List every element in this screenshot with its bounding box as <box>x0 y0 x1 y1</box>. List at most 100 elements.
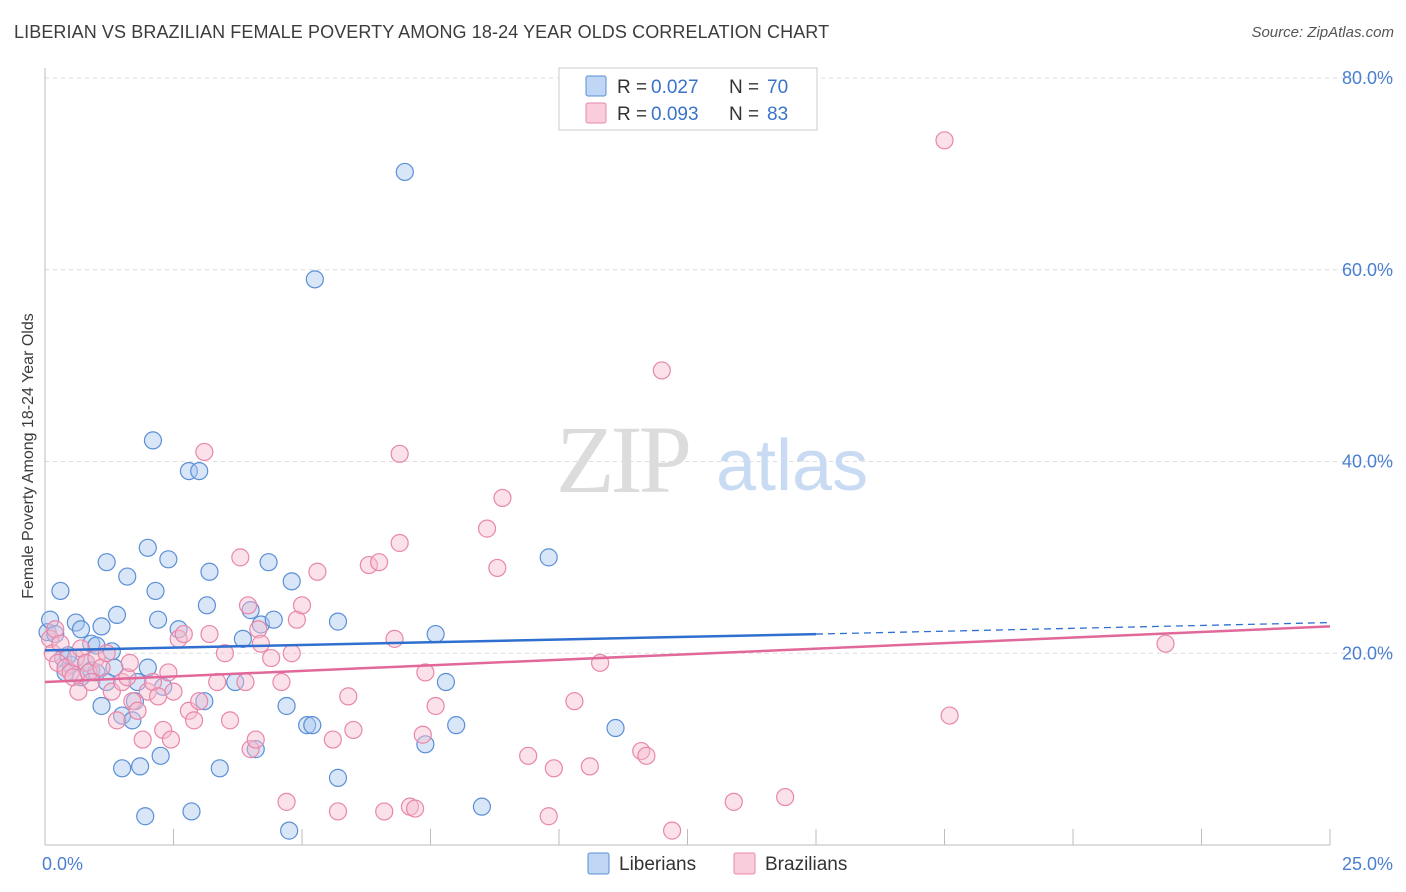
liberian-point <box>305 270 324 289</box>
brazilian-point <box>328 802 348 821</box>
brazilian-point <box>662 821 682 840</box>
watermark-zip: ZIP <box>556 406 689 513</box>
y-tick-label: 20.0% <box>1342 643 1393 663</box>
brazilian-point <box>359 555 378 575</box>
brazilian-point <box>107 711 127 730</box>
liberian-point <box>436 672 456 692</box>
bottom-legend-brazilians: Brazilians <box>765 854 847 875</box>
brazilian-point <box>344 720 363 740</box>
brazilian-point <box>123 692 142 711</box>
brazilian-point <box>1156 634 1175 653</box>
liberian-point <box>179 461 199 481</box>
liberian-point <box>328 612 348 631</box>
liberians-trend-line <box>44 632 817 652</box>
brazilian-point <box>138 682 157 701</box>
brazilian-point <box>580 757 599 776</box>
liberian-point <box>298 716 317 735</box>
brazilian-point <box>637 746 656 765</box>
liberian-point <box>92 617 111 636</box>
brazilian-point <box>390 444 409 463</box>
brazilian-point <box>128 701 147 720</box>
liberian-point <box>426 624 445 644</box>
brazilian-point <box>241 740 260 759</box>
brazilian-point <box>544 759 563 778</box>
brazilian-point <box>184 711 204 730</box>
liberian-point <box>112 759 132 778</box>
brazilian-point <box>539 807 558 826</box>
brazilian-point <box>405 799 425 818</box>
liberians-trend-extension <box>815 621 1331 635</box>
brazilian-point <box>287 610 306 629</box>
brazilian-point <box>519 746 538 765</box>
liberian-point <box>143 431 163 450</box>
liberian-point <box>41 610 60 629</box>
liberian-point <box>146 581 165 601</box>
legend-r-value-brazilians: 0.093 <box>651 104 699 125</box>
brazilian-point <box>413 725 432 744</box>
trend-layer <box>44 621 1331 684</box>
chart-title: LIBERIAN VS BRAZILIAN FEMALE POVERTY AMO… <box>14 22 830 42</box>
brazilian-point <box>215 644 234 663</box>
liberian-point <box>118 567 137 586</box>
liberian-point <box>107 605 127 625</box>
liberian-point <box>195 692 214 711</box>
points-layer <box>38 131 1175 840</box>
brazilian-point <box>200 624 219 644</box>
brazilian-point <box>51 634 70 653</box>
liberian-point <box>264 610 283 629</box>
brazilian-point <box>82 672 101 692</box>
brazilian-point <box>477 519 497 538</box>
brazilian-point <box>148 687 168 706</box>
bottom-legend-swatch-brazilians <box>733 852 756 875</box>
brazilian-point <box>92 658 111 677</box>
brazilian-point <box>292 596 312 615</box>
chart-source: Source: ZipAtlas.com <box>1251 24 1394 41</box>
brazilian-point <box>164 682 183 701</box>
legend-n-value-brazilians: 83 <box>767 104 788 125</box>
liberian-point <box>200 562 219 581</box>
legend-r-label-brazilians: R = <box>617 104 647 125</box>
brazilian-point <box>272 672 291 692</box>
brazilian-point <box>236 672 255 692</box>
liberian-point <box>395 162 414 182</box>
liberian-point <box>151 746 170 765</box>
brazilian-point <box>308 562 327 581</box>
liberian-point <box>303 716 322 735</box>
liberian-point <box>51 581 70 601</box>
liberian-point <box>138 538 157 557</box>
brazilian-point <box>375 802 394 821</box>
liberian-point <box>210 759 229 778</box>
legend: R = 0.027 N = 70 R = 0.093 N = 83 <box>558 67 818 131</box>
brazilian-point <box>251 634 270 653</box>
liberian-point <box>606 718 625 738</box>
liberian-point <box>190 461 209 481</box>
legend-swatch-liberians <box>585 75 607 97</box>
liberian-point <box>97 553 116 572</box>
liberian-point <box>130 757 150 776</box>
watermark-atlas: atlas <box>716 426 868 506</box>
brazilian-point <box>154 720 173 740</box>
liberian-point <box>97 672 116 692</box>
brazilian-point <box>339 687 358 706</box>
y-tick-label: 80.0% <box>1342 68 1393 88</box>
liberian-point <box>197 596 217 615</box>
liberian-point <box>246 740 265 759</box>
liberian-point <box>539 548 558 567</box>
brazilian-point <box>385 629 404 648</box>
brazilian-point <box>161 730 181 749</box>
brazilian-point <box>190 692 209 711</box>
brazilian-point <box>246 730 265 749</box>
brazilian-point <box>277 792 296 811</box>
brazilian-point <box>133 730 152 749</box>
legend-n-value-liberians: 70 <box>767 77 788 98</box>
brazilian-point <box>46 620 65 639</box>
liberian-point <box>148 610 168 629</box>
brazilian-point <box>935 131 954 150</box>
brazilian-point <box>390 533 409 553</box>
bottom-legend: Liberians Brazilians <box>587 852 847 875</box>
axes-layer: 20.0% 40.0% 60.0% 80.0% 0.0% 25.0% <box>42 68 1393 874</box>
liberian-point <box>136 807 155 826</box>
liberian-point <box>282 572 301 591</box>
bottom-legend-liberians: Liberians <box>619 854 696 875</box>
